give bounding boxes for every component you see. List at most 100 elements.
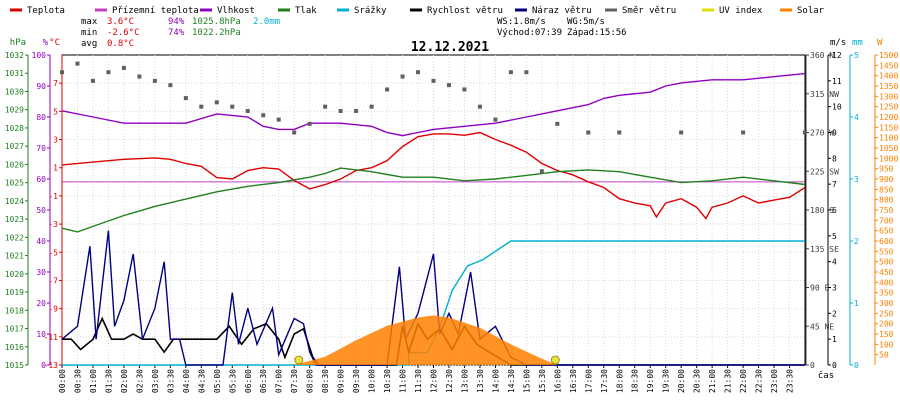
- solar-tick-label: 1000: [879, 154, 898, 163]
- x-tick-label: 05:00: [213, 369, 222, 393]
- humidity-tick-label: 50: [36, 206, 46, 215]
- x-tick-label: 09:30: [352, 369, 361, 393]
- x-tick-label: 22:30: [755, 369, 764, 393]
- solar-tick-label: 1300: [879, 92, 898, 101]
- x-tick-label: 01:30: [104, 369, 113, 393]
- legend-label-7: Směr větru: [622, 6, 676, 16]
- wind-speed-tick-label: 10: [832, 103, 842, 112]
- pressure-tick-label: 1026: [5, 160, 24, 169]
- legend: Teplota Přízemní teplota Vlhkost Tlak Srážky…: [10, 6, 825, 16]
- temperature-axis-unit: °C: [49, 38, 60, 48]
- pressure-tick-label: 1022: [5, 233, 24, 242]
- x-tick-label: 18:30: [631, 369, 640, 393]
- legend-label-9: Solar: [797, 6, 825, 16]
- direction-tick-label: 360 N: [810, 51, 834, 60]
- series-wind-direction-point: [354, 108, 359, 113]
- temperature-tick-label: -5: [48, 248, 58, 257]
- stat-min-label: min: [81, 28, 97, 38]
- wind-speed-tick-label: 9: [832, 129, 837, 138]
- temperature-tick-label: 7: [53, 79, 58, 88]
- direction-tick-label: 45 NE: [810, 322, 834, 331]
- solar-tick-label: 400: [879, 278, 894, 287]
- x-tick-label: 20:00: [677, 369, 686, 393]
- series-wind-direction-point: [323, 104, 328, 109]
- x-tick-label: 10:30: [383, 369, 392, 393]
- stat-max-rain: 2.0mm: [253, 17, 280, 27]
- series-wind-direction-point: [292, 130, 297, 135]
- pressure-tick-label: 1017: [5, 325, 24, 334]
- pressure-tick-label: 1015: [5, 361, 24, 370]
- pressure-tick-label: 1031: [5, 69, 24, 78]
- humidity-tick-label: 20: [36, 299, 46, 308]
- x-tick-label: 21:00: [708, 369, 717, 393]
- stat-max-label: max: [81, 17, 98, 27]
- x-tick-label: 04:00: [182, 369, 191, 393]
- info-sunrise: Východ:07:39: [497, 28, 562, 38]
- solar-tick-label: 200: [879, 320, 894, 329]
- solar-tick-label: 150: [879, 330, 894, 339]
- x-tick-label: 17:00: [584, 369, 593, 393]
- direction-tick-label: 225 SW: [810, 167, 839, 176]
- temperature-tick-label: -7: [48, 276, 58, 285]
- x-tick-label: 16:30: [569, 369, 578, 393]
- x-tick-label: 13:00: [460, 369, 469, 393]
- x-tick-label: 05:30: [228, 369, 237, 393]
- x-tick-label: 23:30: [786, 369, 795, 393]
- series-wind-direction-point: [276, 117, 281, 122]
- humidity-tick-label: 30: [36, 268, 46, 277]
- stat-max-humidity: 94%: [168, 17, 185, 27]
- wind-speed-tick-label: 6: [832, 206, 837, 215]
- x-tick-label: 20:30: [693, 369, 702, 393]
- axes: 00:00 00:30 01:00 01:30 02:00 02:30 03:00 03:30…: [5, 38, 899, 393]
- solar-tick-label: 850: [879, 185, 894, 194]
- humidity-tick-label: 40: [36, 237, 46, 246]
- x-tick-label: 08:30: [321, 369, 330, 393]
- series-wind-direction-point: [245, 108, 250, 113]
- humidity-tick-label: 90: [36, 82, 46, 91]
- info-wind-gust: WG:5m/s: [567, 17, 605, 27]
- x-tick-label: 19:00: [646, 369, 655, 393]
- direction-tick-label: 180 S: [810, 206, 834, 215]
- solar-tick-label: 600: [879, 237, 894, 246]
- solar-tick-label: 100: [879, 340, 894, 349]
- x-tick-label: 03:00: [151, 369, 160, 393]
- solar-tick-label: 1200: [879, 113, 898, 122]
- pressure-tick-label: 1021: [5, 252, 24, 261]
- wind-speed-tick-label: 5: [832, 232, 837, 241]
- series-wind-direction-point: [338, 108, 343, 113]
- humidity-tick-label: 10: [36, 330, 46, 339]
- temperature-tick-label: -3: [48, 220, 58, 229]
- humidity-tick-label: 0: [41, 361, 46, 370]
- sunset-marker: [550, 355, 560, 365]
- wind-speed-tick-label: 11: [832, 77, 842, 86]
- plot-area: [60, 61, 807, 366]
- humidity-tick-label: 60: [36, 175, 46, 184]
- wind-speed-tick-label: 8: [832, 154, 837, 163]
- sunrise-marker: [294, 355, 304, 365]
- direction-tick-label: 90 E: [810, 284, 829, 293]
- direction-tick-label: 0: [810, 361, 815, 370]
- stat-max-pressure: 1025.8hPa: [192, 17, 241, 27]
- series-wind-direction-point: [617, 130, 622, 135]
- x-tick-label: 10:00: [368, 369, 377, 393]
- series-wind-direction-point: [508, 70, 513, 75]
- x-tick-label: 00:00: [58, 369, 67, 393]
- x-tick-label: 06:30: [259, 369, 268, 393]
- x-tick-label: 00:30: [73, 369, 82, 393]
- series-wind-direction-point: [369, 104, 374, 109]
- temperature-tick-label: -11: [44, 333, 59, 342]
- x-tick-label: 15:30: [538, 369, 547, 393]
- series-wind-direction-point: [539, 169, 544, 174]
- series-wind-direction-point: [416, 70, 421, 75]
- pressure-tick-label: 1023: [5, 215, 24, 224]
- x-tick-label: 07:00: [275, 369, 284, 393]
- series-wind-direction-point: [60, 70, 64, 75]
- x-tick-label: 17:30: [600, 369, 609, 393]
- rain-tick-label: 3: [854, 175, 859, 184]
- solar-tick-label: 1350: [879, 82, 898, 91]
- series-wind-direction-point: [493, 117, 498, 122]
- pressure-tick-label: 1024: [5, 197, 24, 206]
- pressure-tick-label: 1032: [5, 51, 24, 60]
- x-tick-label: 03:30: [166, 369, 175, 393]
- series-wind-direction-point: [230, 104, 235, 109]
